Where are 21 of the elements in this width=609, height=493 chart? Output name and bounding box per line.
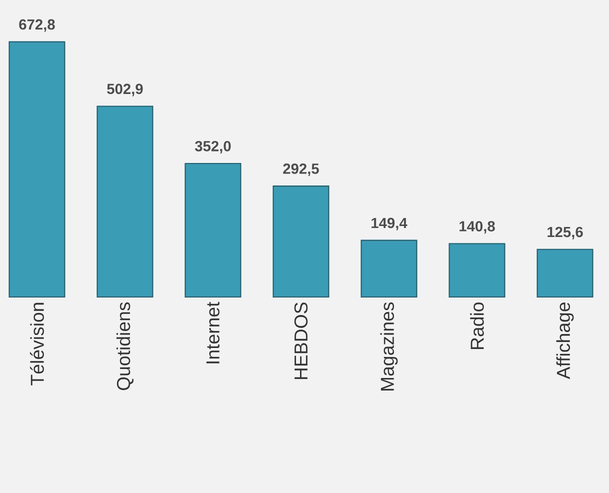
data-label: 149,4 <box>372 218 408 230</box>
bar <box>536 248 594 298</box>
data-label: 125,6 <box>548 226 583 240</box>
data-label: 292,5 <box>283 164 319 176</box>
x-tick-label: Affichage <box>556 302 574 380</box>
x-tick-label: Magazines <box>380 302 398 390</box>
x-tick-label: Quotidiens <box>116 302 134 390</box>
bar <box>96 106 154 298</box>
x-tick-label: HEBDOS <box>294 302 308 380</box>
data-label: 352,0 <box>194 140 231 154</box>
bar <box>184 162 242 298</box>
data-label: 672,8 <box>19 19 55 32</box>
x-tick-label: Radio <box>470 302 484 349</box>
bar <box>8 41 66 298</box>
bar <box>272 186 330 298</box>
data-label: 502,9 <box>107 84 143 96</box>
bar <box>448 243 506 298</box>
bar <box>360 240 418 298</box>
x-tick-label: Télévision <box>30 302 44 386</box>
data-label: 140,8 <box>460 221 495 234</box>
x-tick-label: Internet <box>206 302 220 364</box>
